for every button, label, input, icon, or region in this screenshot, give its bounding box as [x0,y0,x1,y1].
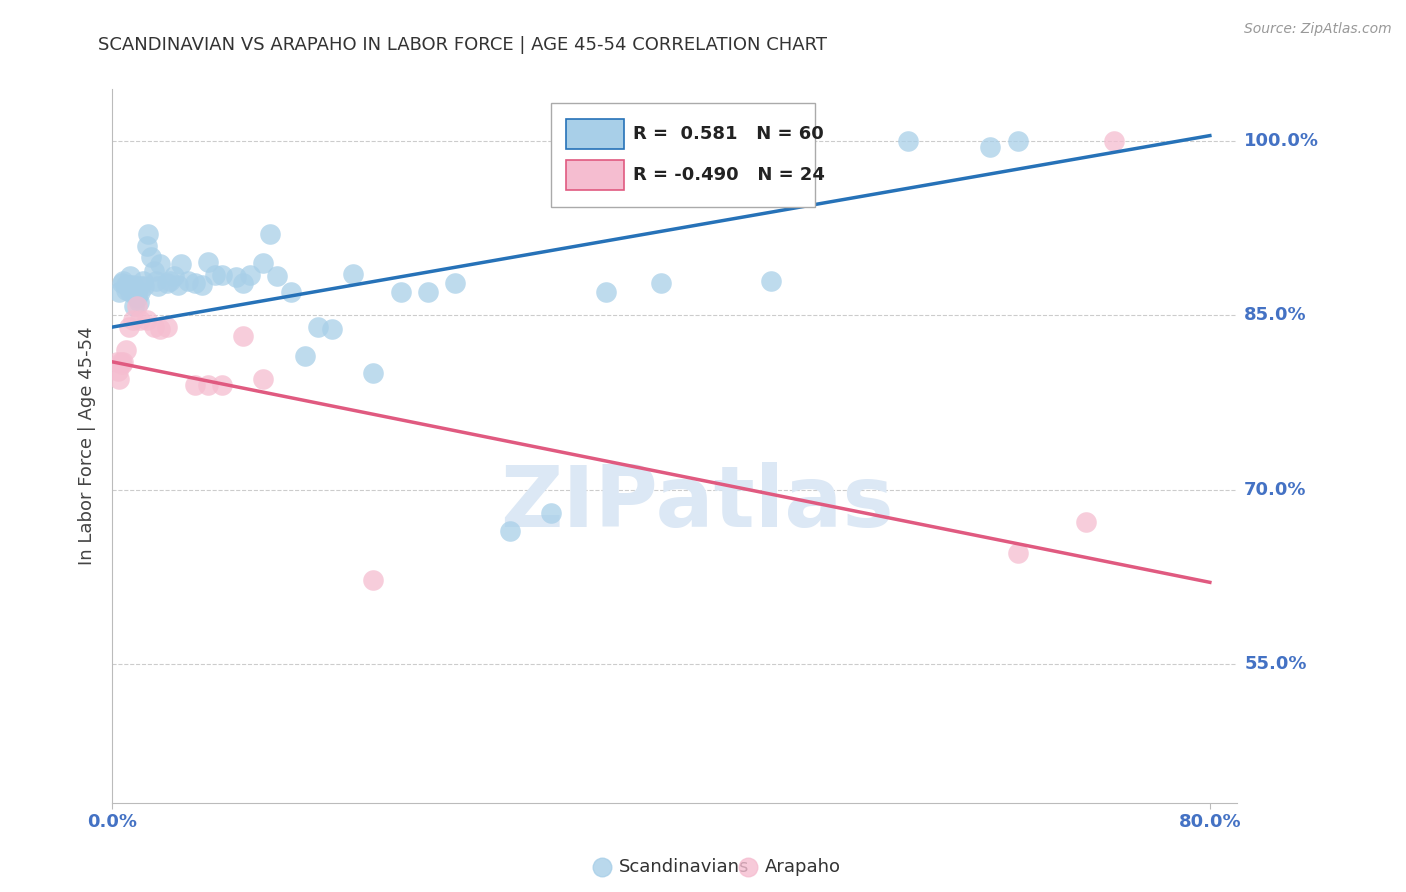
Point [252,256,274,270]
Point [127,299,149,313]
Point [259,227,281,242]
Point [163,268,186,283]
Text: 55.0%: 55.0% [1244,655,1306,673]
Point [135,239,157,253]
Point [145,274,167,288]
Point [361,573,384,587]
Point [124,299,146,313]
Point [307,320,329,334]
Point [897,135,920,149]
Point [111,357,134,371]
Point [232,276,254,290]
Point [1007,546,1029,560]
Point [122,313,145,327]
Point [197,378,219,392]
Point [389,285,412,300]
Point [128,294,150,309]
Point [118,278,141,293]
Point [142,320,165,334]
Point [540,506,562,520]
Point [127,291,149,305]
Point [184,276,207,290]
Point [197,255,219,269]
Point [118,320,141,334]
Point [190,278,212,293]
Point [321,322,343,336]
Bar [565,120,624,149]
Point [146,279,169,293]
Point [135,313,157,327]
Point [122,282,145,296]
Point [156,320,179,334]
Point [1076,515,1098,529]
Point [108,285,131,300]
Point [115,283,138,297]
Text: Scandinavians: Scandinavians [619,858,749,876]
Point [1102,135,1125,149]
Text: Source: ZipAtlas.com: Source: ZipAtlas.com [1244,22,1392,37]
Text: 85.0%: 85.0% [1244,307,1306,325]
Point [211,378,233,392]
Text: Arapaho: Arapaho [765,858,841,876]
Point [239,268,262,282]
Point [979,140,1001,154]
Point [129,279,152,293]
Point [110,355,132,369]
Point [650,276,672,290]
Point [280,285,302,300]
Point [416,285,439,300]
Point [499,524,522,539]
Point [294,349,316,363]
Point [184,378,207,392]
Point [159,274,181,288]
Point [120,285,142,300]
Point [127,285,149,300]
Point [107,364,129,378]
Point [132,279,155,293]
Text: R =  0.581   N = 60: R = 0.581 N = 60 [633,125,824,143]
Point [211,268,233,282]
Point [120,268,142,283]
Point [342,267,364,281]
Y-axis label: In Labor Force | Age 45-54: In Labor Force | Age 45-54 [77,326,96,566]
Point [361,367,384,381]
Point [136,227,159,242]
Point [122,278,145,293]
Point [204,268,226,282]
Point [129,285,152,300]
Point [112,355,135,369]
Point [170,257,193,271]
Point [759,274,782,288]
Point [595,285,617,300]
Point [139,251,162,265]
Point [121,282,143,296]
Text: R = -0.490   N = 24: R = -0.490 N = 24 [633,166,825,184]
Point [142,264,165,278]
Point [115,343,138,358]
Point [108,372,131,386]
Text: 70.0%: 70.0% [1244,481,1306,499]
Text: ZIPatlas: ZIPatlas [501,461,894,545]
FancyBboxPatch shape [551,103,815,207]
Point [111,276,134,290]
Point [149,257,172,271]
Point [129,313,152,327]
Point [105,355,128,369]
Point [156,276,179,290]
Text: 100.0%: 100.0% [1244,132,1319,151]
Point [232,329,254,343]
Point [112,274,135,288]
Bar [565,160,624,190]
Point [252,372,274,386]
Point [444,276,467,290]
Point [266,268,288,283]
Point [1007,135,1029,149]
Point [225,270,247,285]
Point [167,278,190,293]
Point [177,274,200,288]
Text: SCANDINAVIAN VS ARAPAHO IN LABOR FORCE | AGE 45-54 CORRELATION CHART: SCANDINAVIAN VS ARAPAHO IN LABOR FORCE |… [98,36,827,54]
Point [131,274,153,288]
Point [149,322,172,336]
Point [115,278,138,293]
